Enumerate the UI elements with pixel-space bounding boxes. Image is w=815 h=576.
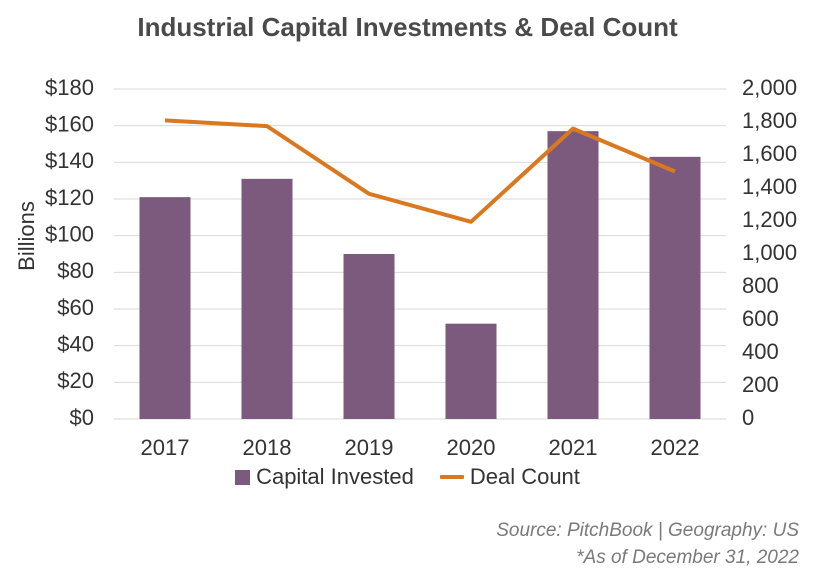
y-axis-right: 0 200 400 600 800 1,000 1,200 1,400 1,600 1,800 2,… xyxy=(742,75,797,430)
y-tick-label: $160 xyxy=(45,111,94,136)
x-tick-label: 2021 xyxy=(549,435,598,460)
y-tick-label: $20 xyxy=(57,368,94,393)
y-tick-label: $180 xyxy=(45,75,94,100)
bar xyxy=(445,323,497,419)
x-tick-label: 2022 xyxy=(651,435,700,460)
line-series xyxy=(164,118,676,224)
chart-title: Industrial Capital Investments & Deal Co… xyxy=(137,12,678,42)
x-tick-label: 2018 xyxy=(243,435,292,460)
legend-item-deal-count: Deal Count xyxy=(439,464,580,490)
y-tick-label: $40 xyxy=(57,331,94,356)
bar xyxy=(241,178,293,419)
as-of-note: *As of December 31, 2022 xyxy=(576,547,799,568)
y2-tick-label: 1,000 xyxy=(742,240,797,265)
y2-tick-label: 200 xyxy=(742,372,779,397)
y-tick-label: $60 xyxy=(57,295,94,320)
legend-label: Deal Count xyxy=(469,464,580,489)
bar xyxy=(547,131,599,419)
bar xyxy=(649,156,701,420)
y2-tick-label: 1,800 xyxy=(742,108,797,133)
y2-tick-label: 1,200 xyxy=(742,207,797,232)
deal-count-line xyxy=(164,118,676,224)
y2-tick-label: 600 xyxy=(742,306,779,331)
source-note: Source: PitchBook | Geography: US xyxy=(496,520,799,541)
y-axis-left: $0 $20 $40 $60 $80 $100 $120 $140 $160 $180 xyxy=(45,75,94,430)
bar xyxy=(139,197,191,419)
y-tick-label: $120 xyxy=(45,185,94,210)
x-tick-label: 2019 xyxy=(345,435,394,460)
legend-swatch-line xyxy=(439,475,464,479)
y-tick-label: $0 xyxy=(70,405,94,430)
y2-tick-label: 2,000 xyxy=(742,75,797,100)
y2-tick-label: 1,400 xyxy=(742,174,797,199)
y-tick-label: $80 xyxy=(57,258,94,283)
y-tick-label: $100 xyxy=(45,221,94,246)
x-tick-label: 2017 xyxy=(141,435,190,460)
y-axis-title: Billions xyxy=(14,201,39,271)
legend-swatch-bar xyxy=(235,469,251,485)
legend: Capital Invested Deal Count xyxy=(0,464,815,490)
x-tick-label: 2020 xyxy=(447,435,496,460)
y-tick-label: $140 xyxy=(45,148,94,173)
legend-label: Capital Invested xyxy=(256,464,414,489)
y2-tick-label: 800 xyxy=(742,273,779,298)
y2-tick-label: 1,600 xyxy=(742,141,797,166)
x-axis: 2017 2018 2019 2020 2021 2022 xyxy=(141,435,700,460)
gridlines xyxy=(114,88,726,420)
bar xyxy=(343,254,395,419)
y2-tick-label: 400 xyxy=(742,339,779,364)
y2-tick-label: 0 xyxy=(742,405,754,430)
legend-item-capital-invested: Capital Invested xyxy=(235,464,414,490)
bar-series xyxy=(139,131,701,420)
